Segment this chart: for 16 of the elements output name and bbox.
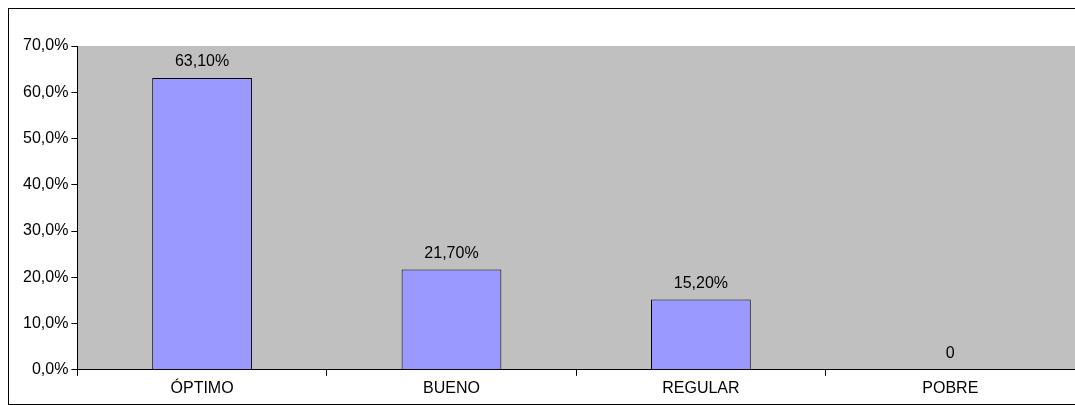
y-tick-label: 70,0% [22,36,69,54]
data-label: 15,20% [673,273,729,291]
y-tick-label: 30,0% [22,221,69,239]
x-tick-label: ÓPTIMO [170,377,234,396]
data-label: 63,10% [174,52,230,70]
y-tick-label: 10,0% [22,313,69,331]
x-tick-label: BUENO [423,378,480,396]
data-label: 21,70% [424,243,479,261]
x-tick-label: REGULAR [662,378,740,396]
x-tick-label: POBRE [922,378,979,396]
y-tick-label: 60,0% [22,82,69,100]
y-tick-label: 40,0% [22,175,69,193]
y-tick-label: 50,0% [22,128,69,146]
y-tick-label: 20,0% [22,267,69,285]
data-label: 0 [945,344,955,362]
y-tick-label: 0,0% [31,360,69,378]
